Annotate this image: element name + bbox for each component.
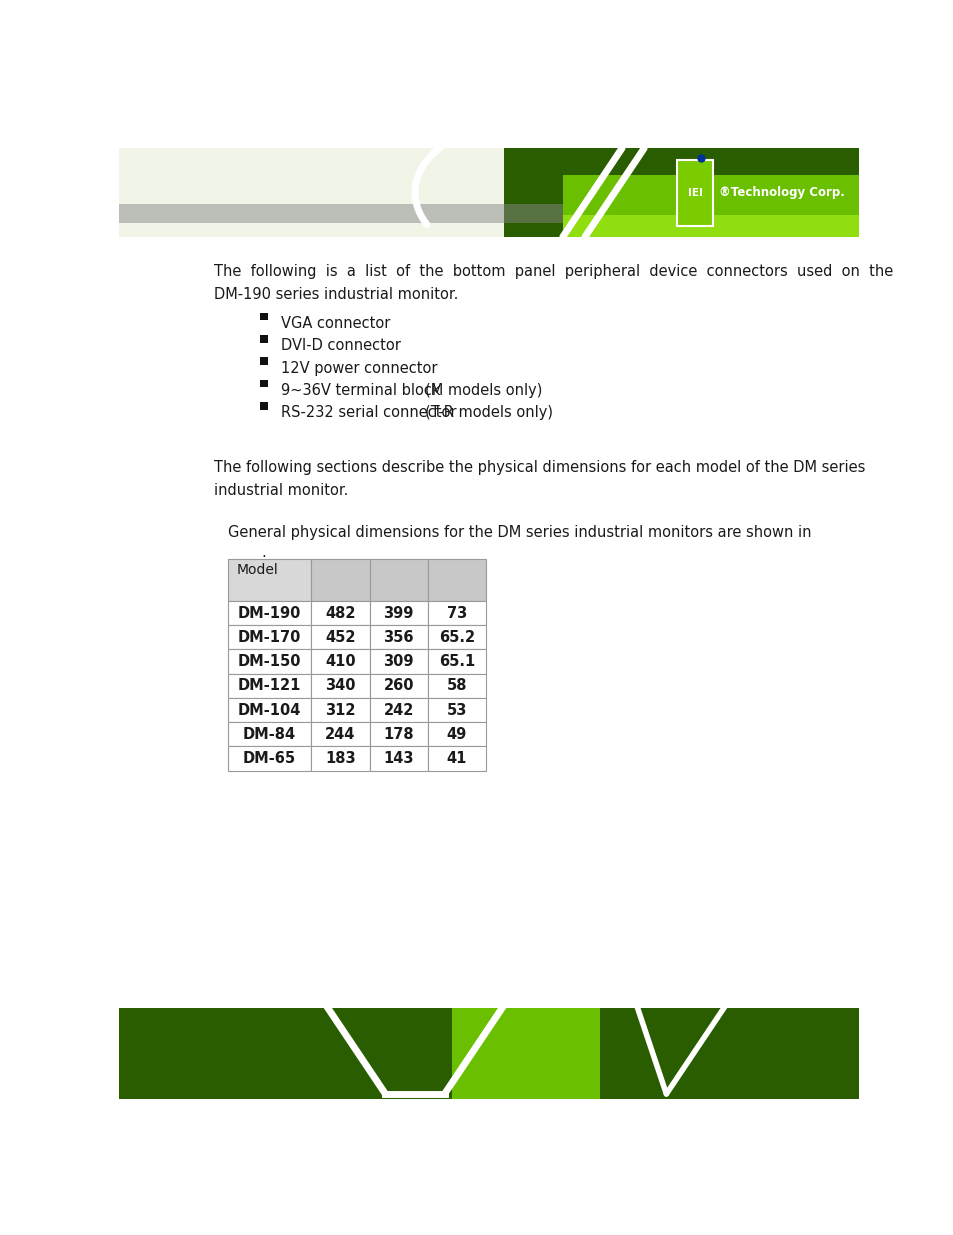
Text: 244: 244 xyxy=(325,727,355,742)
Text: VGA connector: VGA connector xyxy=(281,316,390,331)
Text: DVI-D connector: DVI-D connector xyxy=(281,338,400,353)
Text: 12V power connector: 12V power connector xyxy=(281,361,437,375)
Text: 399: 399 xyxy=(383,605,414,620)
Text: 312: 312 xyxy=(325,703,355,718)
Bar xyxy=(562,175,858,232)
Text: 9~36V terminal block: 9~36V terminal block xyxy=(281,383,440,398)
Text: 340: 340 xyxy=(325,678,355,693)
Text: DM-84: DM-84 xyxy=(243,727,295,742)
Text: (T-R models only): (T-R models only) xyxy=(424,405,552,420)
Bar xyxy=(369,625,427,650)
Text: The following sections describe the physical dimensions for each model of the DM: The following sections describe the phys… xyxy=(213,461,864,475)
Text: DM-65: DM-65 xyxy=(243,751,295,766)
Text: industrial monitor.: industrial monitor. xyxy=(213,483,348,498)
Bar xyxy=(562,215,858,237)
Bar xyxy=(311,650,369,674)
Bar xyxy=(311,698,369,722)
Bar xyxy=(369,650,427,674)
Bar xyxy=(503,148,858,237)
Text: 73: 73 xyxy=(446,605,466,620)
Text: 49: 49 xyxy=(446,727,466,742)
Bar xyxy=(260,312,268,320)
Bar xyxy=(311,625,369,650)
Text: DM-121: DM-121 xyxy=(237,678,301,693)
Text: IEI: IEI xyxy=(687,188,702,198)
Bar xyxy=(427,601,485,625)
Bar xyxy=(427,558,485,601)
Text: 309: 309 xyxy=(383,655,414,669)
Text: 58: 58 xyxy=(446,678,467,693)
Bar xyxy=(369,698,427,722)
Bar xyxy=(369,674,427,698)
Text: 143: 143 xyxy=(383,751,414,766)
Bar xyxy=(228,558,311,601)
Text: Model: Model xyxy=(236,563,278,578)
Bar xyxy=(311,674,369,698)
Text: 53: 53 xyxy=(446,703,466,718)
Text: 410: 410 xyxy=(325,655,355,669)
Bar xyxy=(427,674,485,698)
Bar xyxy=(228,698,311,722)
Text: DM-170: DM-170 xyxy=(237,630,301,645)
Text: 260: 260 xyxy=(383,678,414,693)
Text: 183: 183 xyxy=(325,751,355,766)
Text: .: . xyxy=(261,545,266,559)
Text: 41: 41 xyxy=(446,751,466,766)
Bar xyxy=(599,995,858,1099)
Bar xyxy=(677,159,712,226)
Text: DM-150: DM-150 xyxy=(237,655,301,669)
Bar xyxy=(427,746,485,771)
Bar xyxy=(369,558,427,601)
Bar xyxy=(427,698,485,722)
Text: 242: 242 xyxy=(383,703,414,718)
Bar xyxy=(311,601,369,625)
Text: 65.2: 65.2 xyxy=(438,630,475,645)
Bar xyxy=(260,401,268,410)
Text: (M models only): (M models only) xyxy=(424,383,541,398)
Text: ®Technology Corp.: ®Technology Corp. xyxy=(719,186,844,199)
Bar xyxy=(311,558,369,601)
Bar xyxy=(119,995,858,1099)
Bar xyxy=(260,357,268,366)
Text: 178: 178 xyxy=(383,727,414,742)
Bar xyxy=(228,650,311,674)
Bar xyxy=(260,379,268,388)
Bar xyxy=(119,995,452,1099)
Bar xyxy=(311,746,369,771)
Bar xyxy=(427,625,485,650)
Bar xyxy=(369,601,427,625)
Bar xyxy=(119,204,562,224)
Text: 65.1: 65.1 xyxy=(438,655,475,669)
Bar xyxy=(369,722,427,746)
Text: RS-232 serial connector: RS-232 serial connector xyxy=(281,405,456,420)
Bar xyxy=(228,601,311,625)
Text: 452: 452 xyxy=(325,630,355,645)
Bar xyxy=(311,722,369,746)
Text: DM-190 series industrial monitor.: DM-190 series industrial monitor. xyxy=(213,287,457,301)
Bar xyxy=(228,722,311,746)
Text: The  following  is  a  list  of  the  bottom  panel  peripheral  device  connect: The following is a list of the bottom pa… xyxy=(213,264,892,279)
Bar xyxy=(427,722,485,746)
Text: General physical dimensions for the DM series industrial monitors are shown in: General physical dimensions for the DM s… xyxy=(228,526,810,541)
Bar xyxy=(260,335,268,342)
Bar xyxy=(228,746,311,771)
Text: DM-104: DM-104 xyxy=(237,703,301,718)
Bar xyxy=(427,650,485,674)
Bar xyxy=(228,625,311,650)
Bar xyxy=(119,995,858,1008)
Text: DM-190: DM-190 xyxy=(237,605,301,620)
Bar xyxy=(119,148,503,237)
Text: 356: 356 xyxy=(383,630,414,645)
Bar xyxy=(369,746,427,771)
Text: 482: 482 xyxy=(325,605,355,620)
Bar xyxy=(228,674,311,698)
